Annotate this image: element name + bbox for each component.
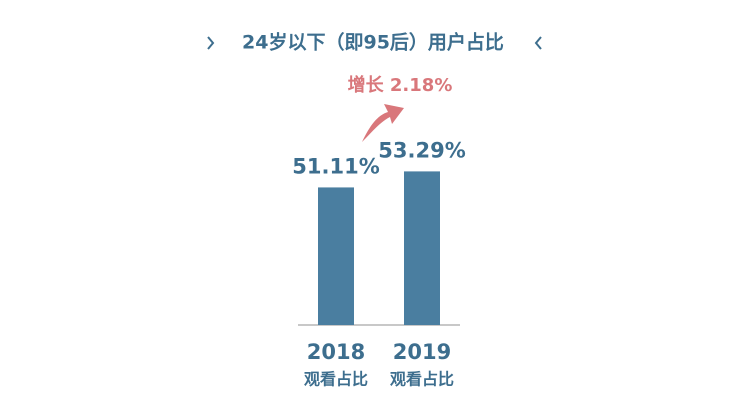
- x-tick-sublabel: 观看占比: [390, 370, 454, 389]
- x-tick-sublabel: 观看占比: [304, 370, 368, 389]
- bar: [318, 187, 354, 325]
- title-decoration: [534, 36, 542, 50]
- value-label: 51.11%: [292, 154, 379, 178]
- title-decoration: [207, 36, 215, 50]
- annotation: 增长 2.18%: [348, 74, 453, 96]
- x-tick-label: 2019: [393, 340, 451, 364]
- growth-arrow: [362, 104, 404, 142]
- x-tick-label: 2018: [307, 340, 365, 364]
- bar: [404, 171, 440, 325]
- value-label: 53.29%: [378, 138, 465, 162]
- chart-title: 24岁以下（即95后）用户占比: [242, 31, 504, 54]
